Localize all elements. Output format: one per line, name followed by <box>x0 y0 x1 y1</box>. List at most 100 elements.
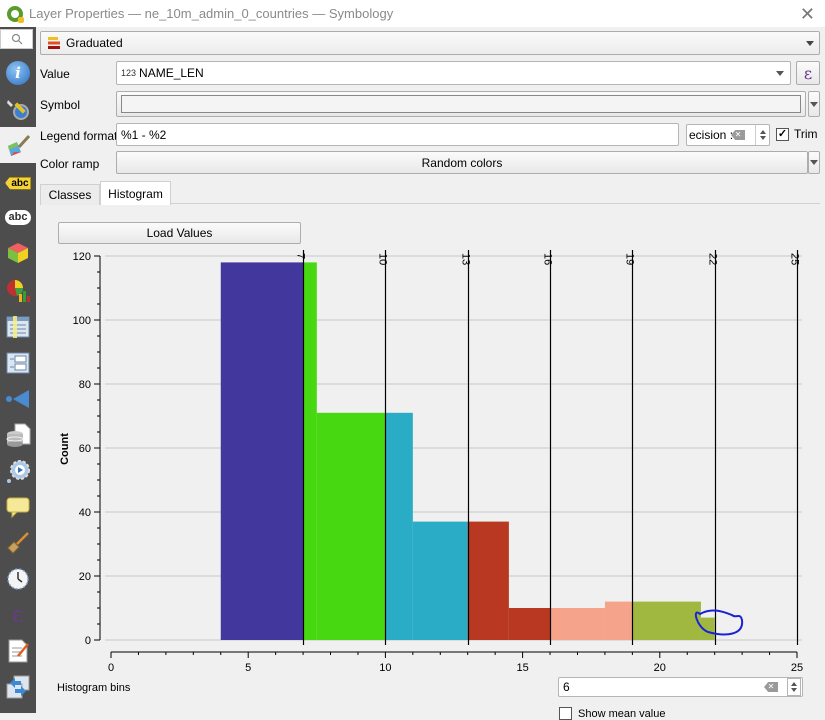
histogram-bars <box>220 262 715 640</box>
y-axis-label: Count <box>59 433 71 465</box>
svg-text:25: 25 <box>791 662 803 674</box>
window-title: Layer Properties — ne_10m_admin_0_countr… <box>29 6 394 21</box>
fields-icon <box>6 316 30 338</box>
qgis-logo-icon <box>7 5 24 23</box>
close-icon[interactable]: ✕ <box>799 4 815 24</box>
svg-text:7: 7 <box>295 253 307 259</box>
svg-text:16: 16 <box>542 253 554 265</box>
svg-text:13: 13 <box>460 253 472 265</box>
symbol-menu-button[interactable] <box>808 91 820 117</box>
value-label: Value <box>40 67 70 81</box>
diagrams-icon <box>7 280 30 302</box>
trim-checkbox[interactable]: ✓ Trim <box>776 127 818 141</box>
sidebar-item-3d-view[interactable] <box>0 235 36 271</box>
value-dropdown-button[interactable] <box>771 62 789 84</box>
3d-cube-icon <box>8 243 28 263</box>
search-icon <box>11 33 22 45</box>
sidebar-item-metadata[interactable] <box>0 633 36 669</box>
show-mean-label: Show mean value <box>578 707 666 720</box>
sidebar-item-attributes-form[interactable] <box>0 345 36 381</box>
svg-text:20: 20 <box>654 662 666 674</box>
sidebar-item-auxiliary-storage[interactable] <box>0 417 36 453</box>
sidebar-item-temporal[interactable] <box>0 561 36 597</box>
histogram-bins-value: 6 <box>563 680 570 694</box>
symbol-button[interactable] <box>116 91 806 117</box>
display-tooltip-icon <box>6 497 30 519</box>
sidebar-item-dependencies[interactable] <box>0 669 36 705</box>
renderer-combo[interactable]: Graduated <box>40 31 820 55</box>
class-break-lines: 7 10 13 16 19 22 25 <box>295 250 801 645</box>
svg-text:0: 0 <box>108 662 114 674</box>
sidebar-item-information[interactable]: i <box>0 55 36 91</box>
dependencies-icon <box>6 675 30 699</box>
sidebar-item-symbology[interactable] <box>0 127 36 163</box>
sidebar-item-rendering[interactable] <box>0 525 36 561</box>
color-ramp-label: Color ramp <box>40 157 100 171</box>
symbology-panel: Graduated Value 123 NAME_LEN ε Symbol Le… <box>36 27 825 720</box>
svg-text:40: 40 <box>79 507 91 519</box>
svg-text:15: 15 <box>516 662 528 674</box>
show-mean-check-icon <box>559 707 572 720</box>
svg-text:19: 19 <box>624 253 636 265</box>
color-ramp-button[interactable]: Random colors <box>116 151 808 174</box>
sidebar-item-variables[interactable]: ε <box>0 597 36 633</box>
symbology-brush-icon <box>8 134 31 156</box>
title-bar: Layer Properties — ne_10m_admin_0_countr… <box>0 0 825 27</box>
svg-text:5: 5 <box>245 662 251 674</box>
expression-button[interactable]: ε <box>796 61 820 85</box>
spin-up-icon <box>759 130 766 134</box>
svg-text:22: 22 <box>707 253 719 265</box>
sidebar-item-fields[interactable] <box>0 309 36 345</box>
graduated-icon <box>48 37 60 49</box>
sidebar-item-display[interactable] <box>0 489 36 525</box>
svg-text:10: 10 <box>377 253 389 265</box>
chevron-down-icon <box>806 41 814 46</box>
svg-text:10: 10 <box>379 662 391 674</box>
precision-value: ecision : <box>689 128 734 142</box>
tab-classes[interactable]: Classes <box>40 184 100 205</box>
sidebar-item-diagrams[interactable] <box>0 273 36 309</box>
sidebar-item-actions[interactable] <box>0 453 36 489</box>
chart-axes: 0 20 40 60 80 100 120 0 5 10 15 20 25 <box>73 251 803 674</box>
masks-abc-icon: abc <box>5 209 31 225</box>
sidebar-item-source[interactable] <box>0 91 36 127</box>
trim-check-icon: ✓ <box>776 127 789 141</box>
auxiliary-storage-icon <box>6 423 31 447</box>
value-field-text: NAME_LEN <box>139 66 204 80</box>
sidebar-item-joins[interactable] <box>0 381 36 417</box>
histogram-bins-spinbox[interactable]: 6 ✕ <box>558 677 803 697</box>
precision-spin-buttons[interactable] <box>755 125 769 145</box>
renderer-label: Graduated <box>66 36 123 50</box>
sidebar-search[interactable] <box>0 29 33 49</box>
attributes-form-icon <box>6 352 30 374</box>
svg-text:25: 25 <box>789 253 801 265</box>
bins-spin-buttons[interactable] <box>787 678 801 696</box>
value-field-combo[interactable]: 123 NAME_LEN <box>116 61 791 85</box>
histogram-bins-label: Histogram bins <box>57 682 131 694</box>
clear-icon[interactable]: ✕ <box>764 682 778 692</box>
legend-format-label: Legend format <box>40 129 118 143</box>
metadata-icon <box>8 639 29 663</box>
svg-text:20: 20 <box>79 571 91 583</box>
sidebar-item-masks[interactable]: abc <box>0 199 36 235</box>
clear-icon[interactable]: ✕ <box>731 130 745 140</box>
chevron-down-icon <box>810 160 818 165</box>
load-values-button[interactable]: Load Values <box>58 222 301 244</box>
actions-icon <box>7 460 30 483</box>
show-mean-checkbox[interactable]: Show mean value <box>559 707 665 720</box>
precision-spinbox[interactable]: ecision : ✕ <box>686 124 770 146</box>
svg-text:0: 0 <box>85 635 91 647</box>
sidebar-item-labels[interactable]: abc <box>0 165 36 201</box>
info-icon: i <box>6 61 30 85</box>
labels-icon: abc <box>5 176 31 190</box>
legend-format-input[interactable]: %1 - %2 <box>116 123 679 146</box>
epsilon-icon: ε <box>12 602 24 628</box>
svg-text:80: 80 <box>79 379 91 391</box>
joins-icon <box>6 390 29 408</box>
tab-bar: Classes Histogram <box>40 181 820 205</box>
color-ramp-menu-button[interactable] <box>808 151 820 174</box>
sidebar: i abc abc ε <box>0 27 36 713</box>
spin-up-icon <box>791 682 797 686</box>
tab-histogram[interactable]: Histogram <box>100 181 171 205</box>
